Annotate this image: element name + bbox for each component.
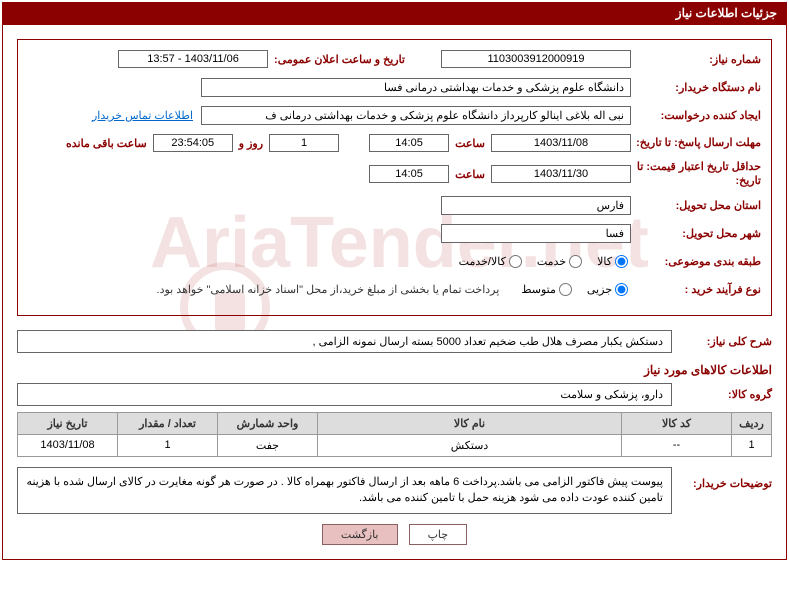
deadline-date-field: 1403/11/08 — [491, 134, 631, 152]
description-field: دستکش یکبار مصرف هلال طب ضخیم تعداد 5000… — [17, 330, 672, 353]
print-button[interactable]: چاپ — [409, 524, 468, 545]
category-radio-both[interactable] — [509, 255, 522, 268]
page-header: جزئیات اطلاعات نیاز — [2, 2, 787, 24]
explain-field: پیوست پیش فاکتور الزامی می باشد.پرداخت 6… — [17, 467, 672, 514]
need-number-label: شماره نیاز: — [631, 53, 761, 66]
row-city: شهر محل تحویل: فسا — [28, 223, 761, 245]
validity-time-label: ساعت — [449, 168, 491, 181]
buyer-label: نام دستگاه خریدار: — [631, 81, 761, 94]
announce-field: 1403/11/06 - 13:57 — [118, 50, 268, 68]
row-deadline: مهلت ارسال پاسخ: تا تاریخ: 1403/11/08 سا… — [28, 132, 761, 154]
process-opt2: متوسط — [521, 283, 556, 296]
days-field: 1 — [269, 134, 339, 152]
row-group: گروه کالا: دارو، پزشکی و سلامت — [17, 383, 772, 406]
province-label: استان محل تحویل: — [631, 199, 761, 212]
contact-link[interactable]: اطلاعات تماس خریدار — [92, 109, 193, 122]
process-radio-minor[interactable] — [615, 283, 628, 296]
creator-field: نبی اله بلاغی اینالو کارپرداز دانشگاه عل… — [201, 106, 631, 125]
description-label: شرح کلی نیاز: — [672, 335, 772, 348]
group-label: گروه کالا: — [672, 388, 772, 401]
category-opt1: کالا — [597, 255, 612, 268]
td-qty: 1 — [118, 434, 218, 456]
category-opt2: خدمت — [537, 255, 566, 268]
row-province: استان محل تحویل: فارس — [28, 195, 761, 217]
table-row: 1 -- دستکش جفت 1 1403/11/08 — [18, 434, 772, 456]
button-row: چاپ بازگشت — [17, 524, 772, 545]
city-field: فسا — [441, 224, 631, 243]
table-header-row: ردیف کد کالا نام کالا واحد شمارش تعداد /… — [18, 412, 772, 434]
main-container: شماره نیاز: 1103003912000919 تاریخ و ساع… — [2, 24, 787, 560]
creator-label: ایجاد کننده درخواست: — [631, 109, 761, 122]
remain-label: ساعت باقی مانده — [60, 137, 153, 150]
validity-label: حداقل تاریخ اعتبار قیمت: تا تاریخ: — [631, 160, 761, 189]
category-opt3: کالا/خدمت — [459, 255, 506, 268]
deadline-label: مهلت ارسال پاسخ: تا تاریخ: — [631, 136, 761, 150]
items-table: ردیف کد کالا نام کالا واحد شمارش تعداد /… — [17, 412, 772, 457]
process-note: پرداخت تمام یا بخشی از مبلغ خرید،از محل … — [157, 283, 500, 296]
validity-date-field: 1403/11/30 — [491, 165, 631, 183]
process-radio-medium[interactable] — [559, 283, 572, 296]
group-field: دارو، پزشکی و سلامت — [17, 383, 672, 406]
page-title: جزئیات اطلاعات نیاز — [676, 6, 777, 20]
process-opt1: جزیی — [587, 283, 612, 296]
th-row: ردیف — [732, 412, 772, 434]
row-need-number: شماره نیاز: 1103003912000919 تاریخ و ساع… — [28, 48, 761, 70]
details-box: شماره نیاز: 1103003912000919 تاریخ و ساع… — [17, 39, 772, 316]
th-date: تاریخ نیاز — [18, 412, 118, 434]
explain-label: توضیحات خریدار: — [672, 467, 772, 490]
td-code: -- — [622, 434, 732, 456]
th-name: نام کالا — [318, 412, 622, 434]
td-unit: جفت — [218, 434, 318, 456]
category-radio-service[interactable] — [569, 255, 582, 268]
items-section-title: اطلاعات کالاهای مورد نیاز — [17, 363, 772, 377]
remain-field: 23:54:05 — [153, 134, 233, 152]
row-explain: توضیحات خریدار: پیوست پیش فاکتور الزامی … — [17, 467, 772, 514]
row-buyer: نام دستگاه خریدار: دانشگاه علوم پزشکی و … — [28, 76, 761, 98]
city-label: شهر محل تحویل: — [631, 227, 761, 240]
province-field: فارس — [441, 196, 631, 215]
th-unit: واحد شمارش — [218, 412, 318, 434]
td-row: 1 — [732, 434, 772, 456]
th-code: کد کالا — [622, 412, 732, 434]
td-name: دستکش — [318, 434, 622, 456]
days-label: روز و — [233, 137, 269, 150]
row-process: نوع فرآیند خرید : جزیی متوسط پرداخت تمام… — [28, 279, 761, 301]
row-validity: حداقل تاریخ اعتبار قیمت: تا تاریخ: 1403/… — [28, 160, 761, 189]
buyer-field: دانشگاه علوم پزشکی و خدمات بهداشتی درمان… — [201, 78, 631, 97]
category-radio-goods[interactable] — [615, 255, 628, 268]
row-creator: ایجاد کننده درخواست: نبی اله بلاغی اینال… — [28, 104, 761, 126]
need-number-field: 1103003912000919 — [441, 50, 631, 68]
validity-time-field: 14:05 — [369, 165, 449, 183]
back-button[interactable]: بازگشت — [322, 524, 398, 545]
th-qty: تعداد / مقدار — [118, 412, 218, 434]
row-category: طبقه بندی موضوعی: کالا خدمت کالا/خدمت — [28, 251, 761, 273]
row-description: شرح کلی نیاز: دستکش یکبار مصرف هلال طب ض… — [17, 330, 772, 353]
announce-label: تاریخ و ساعت اعلان عمومی: — [268, 53, 411, 66]
deadline-time-field: 14:05 — [369, 134, 449, 152]
deadline-time-label: ساعت — [449, 137, 491, 150]
td-date: 1403/11/08 — [18, 434, 118, 456]
process-label: نوع فرآیند خرید : — [631, 283, 761, 296]
category-label: طبقه بندی موضوعی: — [631, 255, 761, 268]
